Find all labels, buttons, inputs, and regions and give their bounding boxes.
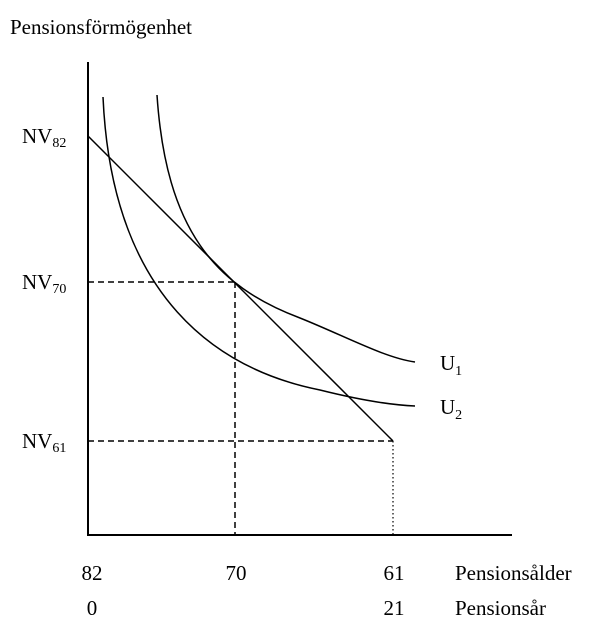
x-tick-label: 70	[226, 561, 247, 585]
y-axis-label: Pensionsförmögenhet	[10, 15, 192, 39]
indifference-curve	[102, 96, 416, 407]
x-row-label: Pensionsålder	[455, 561, 572, 585]
indifference-curve	[156, 94, 416, 363]
x-tick-label: 61	[384, 561, 405, 585]
x-tick-label: 21	[384, 596, 405, 620]
y-label: NV61	[22, 429, 66, 456]
x-tick-label: 82	[82, 561, 103, 585]
x-tick-label: 0	[87, 596, 98, 620]
curve-label: U2	[440, 395, 462, 423]
curve-label: U1	[440, 351, 462, 379]
budget-line	[87, 135, 394, 442]
x-row-label: Pensionsår	[455, 596, 546, 620]
y-label: NV82	[22, 124, 66, 151]
y-label: NV70	[22, 270, 66, 297]
